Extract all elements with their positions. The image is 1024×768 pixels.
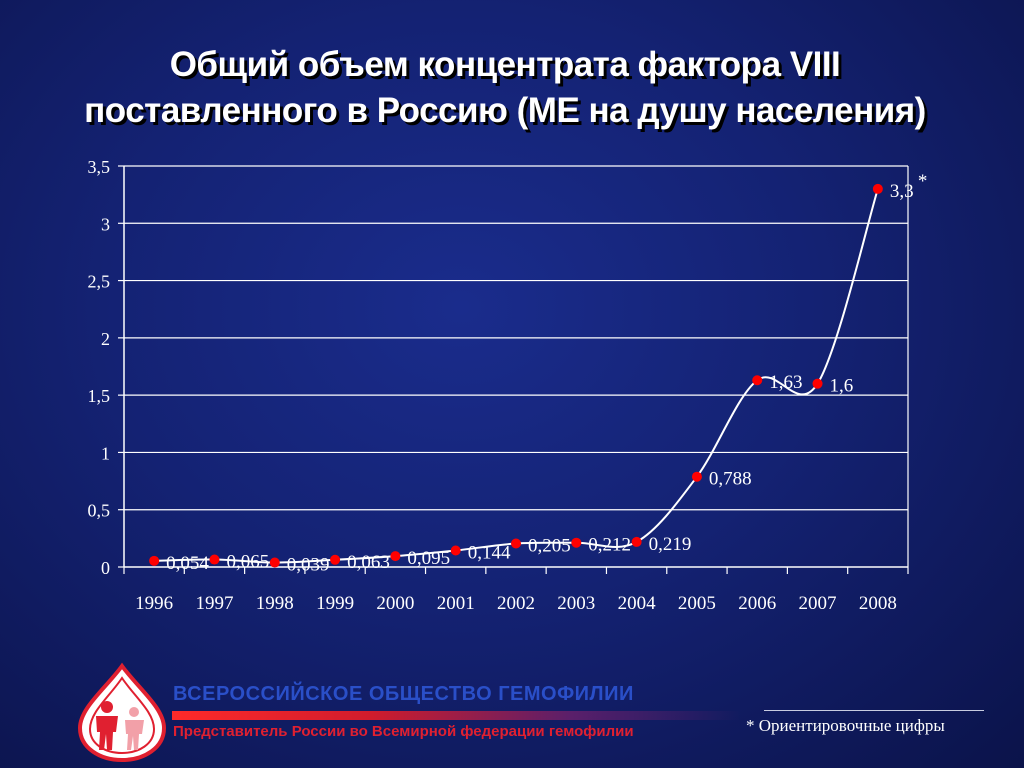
data-point xyxy=(571,537,582,548)
x-tick-label: 1996 xyxy=(135,593,173,614)
data-label: 0,054 xyxy=(166,553,209,574)
y-tick-label: 0 xyxy=(101,558,110,578)
x-tick-label: 2008 xyxy=(859,593,897,614)
y-tick-label: 3 xyxy=(101,214,110,234)
y-tick-label: 1,5 xyxy=(88,386,111,406)
data-label: 0,095 xyxy=(407,548,450,569)
data-point xyxy=(812,378,823,389)
footnote-star: * xyxy=(746,716,755,735)
data-point xyxy=(511,538,521,549)
org-gradient-bar xyxy=(172,711,742,720)
chart-title-line-1: Общий объем концентрата фактора VIII xyxy=(169,45,841,84)
data-point xyxy=(330,554,341,565)
x-tick-label: 2000 xyxy=(376,593,414,614)
footnote-rule xyxy=(764,710,984,711)
data-label: 0,219 xyxy=(649,534,692,555)
y-tick-label: 2,5 xyxy=(88,272,111,292)
data-point xyxy=(209,554,220,565)
data-label: 0,063 xyxy=(347,552,390,573)
x-tick-label: 2004 xyxy=(618,593,657,614)
x-tick-label: 2007 xyxy=(799,593,837,614)
data-label: 3,3 xyxy=(890,181,914,202)
data-point xyxy=(631,536,642,547)
x-tick-label: 2001 xyxy=(437,593,475,614)
x-tick-label: 1999 xyxy=(316,593,354,614)
data-point xyxy=(691,471,702,482)
data-point xyxy=(390,551,401,562)
y-tick-label: 2 xyxy=(101,329,110,349)
x-tick-label: 2006 xyxy=(738,593,776,614)
y-tick-label: 3,5 xyxy=(88,157,111,177)
x-tick-label: 2002 xyxy=(497,593,535,614)
data-point xyxy=(269,557,280,568)
x-tick-label: 2003 xyxy=(557,593,595,614)
data-point xyxy=(872,183,883,194)
chart-title: Общий объем концентрата фактора VIII пос… xyxy=(0,42,1010,134)
data-series-line xyxy=(154,188,879,564)
data-point xyxy=(450,545,461,556)
data-point xyxy=(149,555,160,566)
data-label: 1,6 xyxy=(830,376,854,397)
x-tick-label: 1997 xyxy=(195,593,233,614)
data-label: 0,212 xyxy=(588,535,631,556)
footnote-text: Ориентировочные цифры xyxy=(758,716,945,735)
x-tick-label: 1998 xyxy=(256,593,294,614)
footnote: * Ориентировочные цифры xyxy=(746,716,945,736)
y-tick-label: 1 xyxy=(101,443,110,463)
data-label: 0,788 xyxy=(709,469,752,490)
data-label: 1,63 xyxy=(769,372,802,393)
data-label: 0,144 xyxy=(468,543,511,564)
data-point xyxy=(752,375,763,386)
y-tick-label: 0,5 xyxy=(88,501,111,521)
data-label: 0,205 xyxy=(528,536,571,557)
x-tick-label: 2005 xyxy=(678,593,716,614)
data-label: 0,039 xyxy=(287,555,330,576)
hemophilia-society-logo xyxy=(77,662,167,762)
line-chart: 0 0,5 1 1,5 2 2,5 3 3,5 1996 1997 1998 1999 2000 2001… xyxy=(88,157,928,614)
data-label-annotation: * xyxy=(918,171,928,192)
org-name: ВСЕРОССИЙСКОЕ ОБЩЕСТВО ГЕМОФИЛИИ xyxy=(173,683,634,705)
org-subtitle: Представитель России во Всемирной федера… xyxy=(173,723,634,740)
data-label: 0,065 xyxy=(226,552,269,573)
chart-title-line-2: поставленного в Россию (МЕ на душу насел… xyxy=(84,91,926,130)
